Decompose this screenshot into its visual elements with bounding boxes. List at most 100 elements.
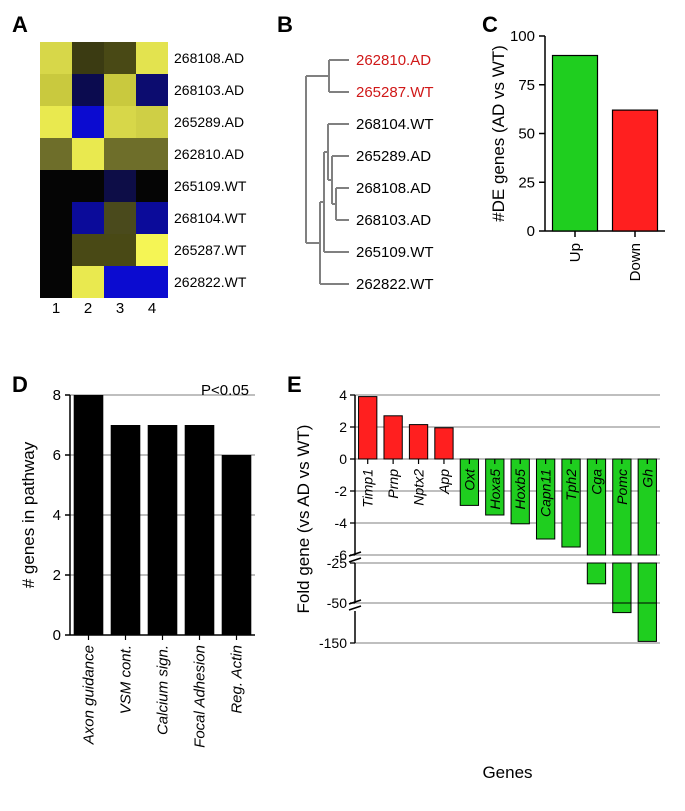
heatmap-row: 268108.AD	[40, 42, 246, 74]
heatmap-cell	[104, 202, 136, 234]
heatmap-row: 265287.WT	[40, 234, 246, 266]
heatmap-cell	[136, 74, 168, 106]
bar	[222, 455, 252, 635]
heatmap-row: 268104.WT	[40, 202, 246, 234]
svg-text:#DE genes (AD vs WT): #DE genes (AD vs WT)	[490, 45, 508, 222]
svg-text:-150: -150	[319, 635, 347, 651]
heatmap-row-label: 262810.AD	[174, 138, 244, 170]
svg-text:Calcium sign.: Calcium sign.	[155, 645, 172, 735]
svg-text:-25: -25	[327, 555, 347, 571]
svg-text:Timp1: Timp1	[360, 469, 376, 508]
heatmap-cell	[136, 234, 168, 266]
bar	[74, 395, 104, 635]
heatmap-cell	[104, 234, 136, 266]
tree-item: 268103.AD	[356, 204, 431, 236]
heatmap-row: 265109.WT	[40, 170, 246, 202]
svg-text:Axon guidance: Axon guidance	[81, 645, 98, 745]
svg-text:Genes: Genes	[482, 763, 532, 782]
tree-item: 265109.WT	[356, 236, 434, 268]
svg-text:0: 0	[527, 223, 535, 240]
heatmap-cell	[104, 266, 136, 298]
svg-text:Prnp: Prnp	[385, 469, 401, 499]
heatmap-cell	[72, 234, 104, 266]
svg-text:50: 50	[518, 126, 535, 143]
heatmap-col-label: 2	[72, 300, 104, 317]
svg-text:Fold gene (vs AD vs WT): Fold gene (vs AD vs WT)	[295, 425, 313, 614]
bar	[185, 425, 215, 635]
heatmap-row-label: 265287.WT	[174, 234, 246, 266]
svg-text:Reg. Actin: Reg. Actin	[229, 645, 246, 714]
panel-a-label: A	[12, 12, 28, 38]
heatmap-cell	[104, 74, 136, 106]
svg-text:Cga: Cga	[588, 469, 604, 495]
heatmap-cell	[40, 202, 72, 234]
heatmap-cell	[136, 202, 168, 234]
svg-text:-4: -4	[335, 515, 348, 531]
tree-item: 265287.WT	[356, 76, 434, 108]
tree-item-label: 265109.WT	[356, 244, 434, 261]
heatmap-cell	[104, 42, 136, 74]
svg-text:Focal Adhesion: Focal Adhesion	[192, 645, 209, 748]
svg-text:Hoxa5: Hoxa5	[487, 469, 503, 510]
pathway-chart: 02468Axon guidanceVSM cont.Calcium sign.…	[20, 380, 270, 805]
heatmap-cell	[40, 234, 72, 266]
svg-text:Gh: Gh	[639, 469, 655, 488]
heatmap-row-label: 268108.AD	[174, 42, 244, 74]
heatmap-cell	[72, 202, 104, 234]
bar	[435, 428, 453, 459]
heatmap-col-label: 1	[40, 300, 72, 317]
svg-text:Tph2: Tph2	[563, 469, 579, 501]
bar	[409, 425, 427, 459]
bar	[111, 425, 141, 635]
svg-text:Nptx2: Nptx2	[411, 469, 427, 506]
tree-item-label: 262810.AD	[356, 52, 431, 69]
heatmap-cell	[136, 42, 168, 74]
heatmap-cell	[72, 266, 104, 298]
heatmap-row-label: 265109.WT	[174, 170, 246, 202]
heatmap-row: 268103.AD	[40, 74, 246, 106]
svg-text:0: 0	[339, 451, 347, 467]
tree-item: 265289.AD	[356, 140, 431, 172]
heatmap-cell	[40, 138, 72, 170]
svg-text:Up: Up	[567, 243, 584, 262]
tree-item: 268108.AD	[356, 172, 431, 204]
tree-item-label: 268103.AD	[356, 212, 431, 229]
svg-text:VSM cont.: VSM cont.	[118, 645, 135, 714]
heatmap-row-label: 268104.WT	[174, 202, 246, 234]
heatmap-cell	[40, 106, 72, 138]
heatmap-row-label: 262822.WT	[174, 266, 246, 298]
svg-text:0: 0	[53, 627, 61, 644]
bar	[553, 56, 598, 232]
tree-item: 262822.WT	[356, 268, 434, 300]
svg-text:-50: -50	[327, 595, 347, 611]
tree-item-label: 265289.AD	[356, 148, 431, 165]
heatmap-cell	[136, 138, 168, 170]
svg-text:-2: -2	[335, 483, 348, 499]
heatmap-cell	[72, 106, 104, 138]
svg-text:P<0.05: P<0.05	[201, 382, 249, 399]
heatmap-cell	[72, 138, 104, 170]
heatmap-cell	[136, 170, 168, 202]
svg-text:Oxt: Oxt	[461, 468, 477, 491]
heatmap-cell	[136, 266, 168, 298]
bar	[384, 416, 402, 459]
svg-text:Capn11: Capn11	[538, 469, 554, 517]
svg-text:2: 2	[339, 419, 347, 435]
svg-text:App: App	[436, 469, 452, 495]
heatmap-col-label: 3	[104, 300, 136, 317]
heatmap-cell	[104, 138, 136, 170]
heatmap-row: 262810.AD	[40, 138, 246, 170]
dendrogram: 262810.AD265287.WT268104.WT265289.AD2681…	[294, 38, 474, 308]
bar	[359, 397, 377, 459]
heatmap: 268108.AD268103.AD265289.AD262810.AD2651…	[40, 42, 246, 317]
svg-text:Pomc: Pomc	[614, 469, 630, 505]
svg-text:75: 75	[518, 77, 535, 94]
tree-item-label: 262822.WT	[356, 276, 434, 293]
svg-text:6: 6	[53, 447, 61, 464]
figure: A 268108.AD268103.AD265289.AD262810.AD26…	[12, 12, 673, 799]
de-genes-chart: 0255075100UpDown#DE genes (AD vs WT)	[490, 24, 680, 319]
svg-text:Hoxb5: Hoxb5	[512, 469, 528, 510]
tree-item-label: 265287.WT	[356, 84, 434, 101]
fold-change-chart: -6-4-2024-50-25-150Timp1PrnpNptx2AppOxtH…	[295, 380, 685, 805]
heatmap-cell	[72, 74, 104, 106]
